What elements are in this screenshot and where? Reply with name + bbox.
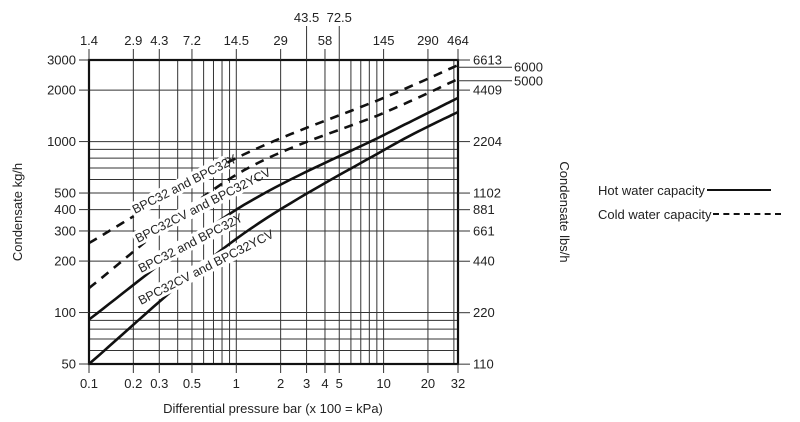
hot-water-curve: [88, 110, 459, 365]
x-tick-label: 0.5: [183, 376, 201, 391]
y-right-tick-label: 6000: [514, 60, 543, 75]
x-top-tick-label: 43.5: [294, 10, 319, 25]
axis-ticks: 0.1 0.2 0.3 0.5 1 2 3 4 5 10 20 32 1.4 2.9 4.3 7.2 14.5 2…: [47, 10, 543, 391]
y-tick-label: 2000: [47, 83, 76, 98]
x-top-tick-label: 72.5: [327, 10, 352, 25]
x-top-tick-label: 4.3: [150, 33, 168, 48]
y-tick-label: 50: [62, 357, 76, 372]
x-tick-label: 1: [233, 376, 240, 391]
solid-line-swatch-icon: [706, 189, 771, 191]
x-top-tick-label: 7.2: [183, 33, 201, 48]
y-right-tick-label: 5000: [514, 73, 543, 88]
x-top-tick-label: 29: [273, 33, 287, 48]
y-tick-label: 1000: [47, 134, 76, 149]
y-axis-title-right: Condensate lbs/h: [557, 161, 572, 262]
x-top-tick-label: 2.9: [124, 33, 142, 48]
y-tick-label: 400: [54, 202, 76, 217]
legend-item-cold: Cold water capacity: [598, 202, 782, 226]
x-axis-title: Differential pressure bar (x 100 = kPa): [163, 401, 383, 416]
legend-item-hot: Hot water capacity: [598, 178, 781, 202]
y-right-tick-label: 4409: [473, 83, 502, 98]
x-tick-label: 20: [421, 376, 435, 391]
plot-frame: [87, 58, 460, 366]
y-right-tick-label: 881: [473, 202, 495, 217]
x-top-tick-label: 145: [373, 33, 395, 48]
x-tick-label: 0.2: [124, 376, 142, 391]
x-top-tick-label: 464: [447, 33, 469, 48]
x-top-tick-label: 14.5: [224, 33, 249, 48]
y-tick-label: 100: [54, 305, 76, 320]
legend-label-hot: Hot water capacity: [598, 182, 705, 198]
cold-water-curve: [88, 63, 459, 245]
x-tick-label: 2: [277, 376, 284, 391]
x-tick-label: 0.1: [80, 376, 98, 391]
y-tick-label: 200: [54, 254, 76, 269]
x-top-tick-label: 58: [318, 33, 332, 48]
y-right-tick-label: 440: [473, 254, 495, 269]
y-right-tick-label: 220: [473, 305, 495, 320]
capacity-curves: [88, 63, 459, 365]
y-tick-label: 500: [54, 186, 76, 201]
legend-label-cold: Cold water capacity: [598, 206, 712, 222]
y-right-tick-label: 661: [473, 224, 495, 239]
x-tick-label: 5: [336, 376, 343, 391]
y-right-tick-label: 110: [473, 357, 494, 372]
legend: Hot water capacity Cold water capacity: [598, 178, 782, 226]
dashed-line-swatch-icon: [713, 213, 782, 215]
x-tick-label: 32: [451, 376, 465, 391]
y-right-tick-label: 2204: [473, 134, 502, 149]
x-tick-label: 4: [321, 376, 328, 391]
y-tick-label: 3000: [47, 53, 76, 68]
x-tick-label: 3: [303, 376, 310, 391]
x-top-tick-label: 1.4: [80, 33, 98, 48]
y-right-tick-label: 6613: [473, 53, 502, 68]
x-tick-label: 0.3: [150, 376, 168, 391]
y-axis-title-left: Condensate kg/h: [10, 163, 25, 261]
x-top-tick-label: 290: [417, 33, 439, 48]
y-right-tick-label: 1102: [473, 186, 501, 201]
cold-water-curve: [88, 77, 459, 290]
y-tick-label: 300: [54, 223, 76, 238]
x-tick-label: 10: [376, 376, 390, 391]
